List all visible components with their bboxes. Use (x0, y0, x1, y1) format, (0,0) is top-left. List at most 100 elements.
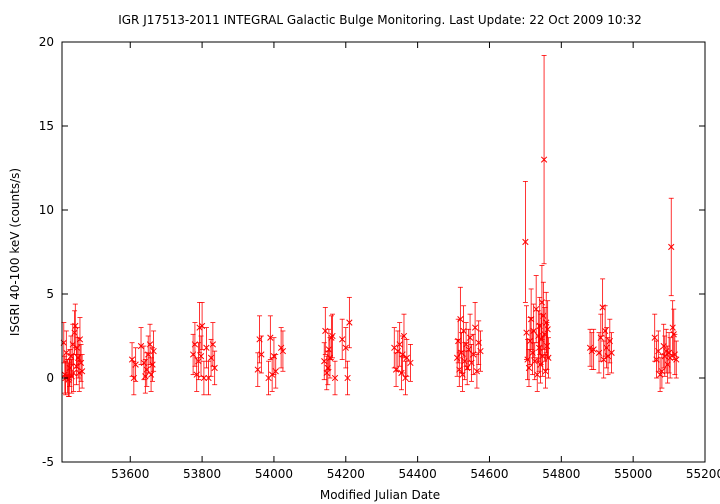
x-marker (523, 329, 530, 336)
data-point (396, 322, 403, 367)
data-point (536, 296, 543, 355)
y-tick-label: 15 (39, 119, 54, 133)
data-point (464, 350, 471, 386)
y-axis-label: ISGRI 40-100 keV (counts/s) (8, 168, 22, 336)
x-marker (200, 374, 208, 382)
data-point (544, 300, 551, 359)
data-point (267, 315, 274, 360)
x-marker (526, 337, 534, 345)
data-point (540, 55, 548, 265)
x-tick-label: 54400 (399, 467, 437, 481)
x-marker (525, 364, 533, 372)
x-marker (70, 369, 77, 377)
x-marker (211, 364, 218, 372)
data-point (78, 354, 86, 389)
x-marker (590, 346, 597, 353)
x-marker (538, 299, 546, 306)
data-point (667, 337, 674, 379)
x-marker (73, 344, 81, 351)
data-point (346, 296, 353, 349)
data-point (545, 337, 552, 379)
x-tick-label: 55200 (686, 467, 720, 481)
x-marker (63, 349, 70, 356)
data-point (522, 181, 529, 303)
data-point (527, 288, 535, 350)
x-marker (203, 344, 210, 351)
data-point (601, 305, 609, 357)
x-marker (473, 368, 481, 375)
x-marker (668, 243, 675, 251)
data-point (531, 342, 538, 381)
x-marker (603, 344, 610, 351)
x-marker (608, 349, 615, 356)
data-point (209, 322, 217, 367)
x-marker (663, 347, 670, 355)
x-marker (143, 366, 150, 373)
data-point (457, 286, 464, 352)
x-marker (254, 366, 261, 373)
x-marker (195, 358, 202, 365)
x-marker (540, 312, 547, 319)
data-point (339, 318, 346, 360)
y-axis-ticks: -5 0 5 10 15 20 (39, 35, 705, 469)
x-marker (258, 351, 265, 358)
data-point (407, 343, 414, 382)
chart-title: IGR J17513-2011 INTEGRAL Galactic Bulge … (118, 13, 642, 27)
data-point (137, 327, 145, 365)
x-marker (272, 368, 279, 375)
data-point (254, 352, 261, 387)
data-point (73, 327, 81, 369)
x-tick-label: 53800 (183, 467, 221, 481)
x-marker (471, 324, 479, 331)
data-point (535, 310, 542, 362)
x-marker (460, 327, 467, 335)
data-point (665, 332, 673, 374)
x-marker (669, 324, 676, 331)
data-point (195, 342, 202, 381)
x-marker (600, 356, 607, 363)
x-marker (344, 374, 351, 382)
x-marker (396, 341, 403, 348)
x-tick-label: 55000 (614, 467, 652, 481)
data-point (460, 305, 467, 357)
data-point (538, 265, 546, 340)
data-point (400, 313, 408, 359)
x-tick-label: 54000 (255, 467, 293, 481)
data-point (265, 360, 272, 396)
x-marker (664, 361, 671, 368)
x-marker (671, 351, 678, 358)
data-point (542, 354, 549, 389)
data-point (599, 278, 606, 337)
data-point (150, 330, 157, 372)
x-marker (544, 326, 551, 333)
data-point (660, 323, 667, 369)
data-point (603, 327, 610, 369)
x-marker (465, 346, 472, 353)
y-tick-label: 5 (46, 287, 54, 301)
x-marker (661, 353, 668, 360)
x-marker (140, 359, 148, 367)
x-marker (78, 368, 86, 375)
x-marker (209, 341, 217, 348)
data-point (477, 330, 484, 372)
x-marker (77, 359, 85, 367)
x-marker (477, 347, 484, 355)
plot-data (60, 55, 680, 397)
data-point (140, 345, 148, 381)
x-marker (543, 342, 551, 350)
x-tick-label: 54200 (327, 467, 365, 481)
x-marker (660, 342, 667, 350)
x-marker (457, 316, 464, 323)
x-marker (149, 361, 156, 368)
x-marker (323, 369, 330, 377)
data-point (272, 354, 279, 389)
data-point (325, 328, 333, 371)
x-marker (466, 334, 474, 341)
data-point (462, 322, 470, 367)
data-point (668, 197, 675, 297)
data-point (77, 343, 85, 382)
x-marker (321, 358, 328, 365)
data-point (526, 317, 534, 365)
x-marker (147, 371, 155, 378)
